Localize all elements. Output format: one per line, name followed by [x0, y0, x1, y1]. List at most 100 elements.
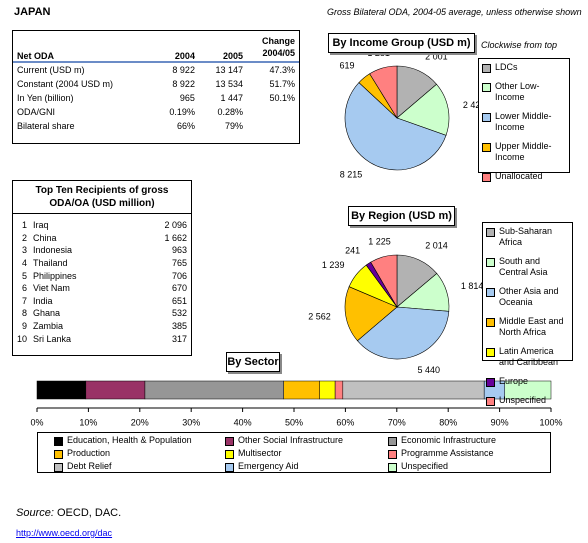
bar-segment	[144, 380, 284, 400]
data-label: 1 814	[461, 281, 484, 291]
cell: 8	[22, 308, 28, 319]
cell: Sri Lanka	[33, 333, 72, 344]
legend-label: Upper Middle-Income	[495, 141, 552, 162]
cell: 765	[171, 258, 187, 269]
header-cell: 2005	[222, 51, 243, 61]
legend-item: Unallocated	[482, 171, 566, 182]
cell: Thailand	[33, 258, 68, 269]
cell: 1 662	[164, 232, 187, 243]
cell: Bilateral share	[17, 121, 75, 131]
cell: 5	[22, 270, 28, 281]
cell: 3	[22, 245, 28, 256]
x-tick-label: 10%	[79, 417, 97, 427]
bar-segment	[504, 380, 552, 400]
legend-swatch	[388, 463, 397, 472]
bar-segment	[342, 380, 485, 400]
table: Net ODA 2004 2005 Change 2004/05 Current (US…	[13, 33, 299, 133]
subtitle: Gross Bilateral ODA, 2004-05 average, un…	[327, 7, 582, 17]
legend-item: Debt Relief	[54, 461, 225, 472]
row: 3 Indonesia 963	[13, 244, 191, 257]
legend-label: Programme Assistance	[401, 448, 494, 458]
legend-item: Unspecified	[388, 461, 558, 472]
row: 5 Philippines 706	[13, 269, 191, 282]
legend-item: Emergency Aid	[225, 461, 388, 472]
bar-segment	[36, 380, 87, 400]
legend-label: Multisector	[238, 448, 282, 458]
cell: 79%	[224, 121, 243, 131]
legend: Sub-Saharan Africa South and Central Asia…	[482, 222, 573, 406]
legend-swatch	[225, 450, 234, 459]
cell: 66%	[176, 121, 195, 131]
legend-label: Other Low-Income	[495, 81, 540, 102]
legend-label: Latin America and Caribbean	[499, 346, 559, 367]
cell: 651	[171, 295, 187, 306]
cell: Constant (2004 USD m)	[17, 79, 114, 89]
cell: 706	[171, 270, 187, 281]
cell: 670	[171, 283, 187, 294]
pie-slice	[370, 254, 398, 309]
cell: 9	[22, 321, 28, 332]
data-label: 2 420	[463, 100, 486, 110]
bar-segment	[283, 380, 320, 400]
cell: 8 922	[172, 65, 195, 75]
cell: 13 534	[215, 79, 243, 89]
legend-label: Unspecified	[401, 461, 449, 471]
legend-item: Europe	[486, 376, 569, 387]
cell: 2	[22, 232, 28, 243]
legend-label: Unspecified	[499, 395, 547, 405]
x-tick-label: 100%	[539, 417, 562, 427]
cell: 0.28%	[217, 107, 243, 117]
legend-swatch	[486, 397, 495, 406]
header-cell: Change 2004/05	[261, 36, 295, 58]
legend-item: Programme Assistance	[388, 448, 558, 459]
cell: 8 922	[172, 79, 195, 89]
legend-item: Education, Health & Population	[54, 435, 225, 446]
legend-item: Multisector	[225, 448, 388, 459]
cell: Current (USD m)	[17, 65, 85, 75]
legend-label: Lower Middle-Income	[495, 111, 552, 132]
legend-item: Latin America and Caribbean	[486, 346, 569, 368]
legend-label: Economic Infrastructure	[401, 435, 497, 445]
legend-swatch	[482, 113, 491, 122]
x-tick-label: 0%	[30, 417, 43, 427]
pie-slice	[369, 65, 398, 120]
legend-item: South and Central Asia	[486, 256, 569, 278]
bar-segment	[85, 380, 146, 400]
data-label: 2 001	[425, 52, 448, 62]
chart-title: By Sector	[226, 352, 280, 372]
cell: Philippines	[33, 270, 77, 281]
legend-label: Unallocated	[495, 171, 543, 181]
legend-swatch	[486, 348, 495, 357]
cell: 13 147	[215, 65, 243, 75]
legend-item: Upper Middle-Income	[482, 141, 566, 163]
legend-label: Middle East and North Africa	[499, 316, 564, 337]
legend-swatch	[486, 258, 495, 267]
cell: 2 096	[164, 220, 187, 231]
x-tick-label: 40%	[234, 417, 252, 427]
data-label: 8 215	[340, 170, 363, 180]
legend-item: Sub-Saharan Africa	[486, 226, 569, 248]
legend-swatch	[482, 143, 491, 152]
legend-swatch	[482, 173, 491, 182]
x-tick-label: 90%	[491, 417, 509, 427]
cell: 532	[171, 308, 187, 319]
legend-swatch	[486, 288, 495, 297]
row: Current (USD m) 8 922 13 147 47.3%	[13, 62, 299, 77]
cell: 0.19%	[169, 107, 195, 117]
source-link[interactable]: http://www.oecd.org/dac	[16, 528, 113, 538]
cell: 963	[171, 245, 187, 256]
legend-swatch	[388, 450, 397, 459]
legend-item: LDCs	[482, 62, 566, 73]
legend-item: Other Social Infrastructure	[225, 435, 388, 446]
legend-swatch	[225, 463, 234, 472]
legend-label: Production	[67, 448, 111, 458]
header-row: Net ODA 2004 2005 Change 2004/05	[13, 33, 299, 62]
cell: 1	[22, 220, 28, 231]
legend-swatch	[54, 437, 63, 446]
cell: 965	[179, 93, 195, 103]
bar-segment	[319, 380, 336, 400]
legend-label: Education, Health & Population	[67, 435, 192, 445]
pie-slice	[357, 306, 450, 360]
